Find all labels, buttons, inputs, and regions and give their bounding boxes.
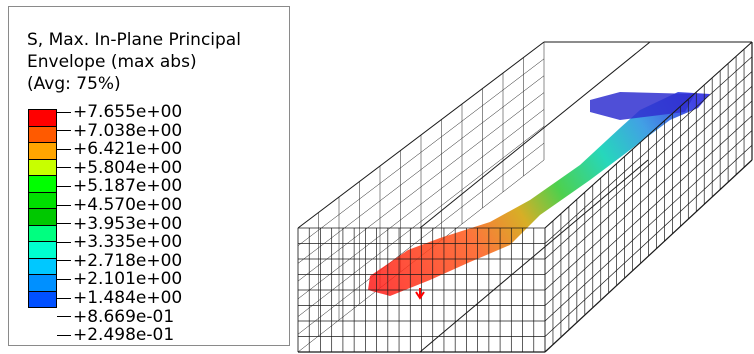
legend-swatch	[28, 125, 57, 143]
mesh-line	[544, 159, 753, 353]
legend-tick: +7.655e+00	[57, 103, 182, 121]
mesh-line	[544, 56, 753, 244]
legend-tick-label: +7.038e+00	[73, 120, 183, 141]
legend-tick-mark	[57, 167, 71, 169]
legend-tick: +2.718e+00	[57, 252, 182, 270]
mesh-back-faces	[297, 41, 545, 353]
legend-swatch	[28, 208, 57, 226]
legend-tick-mark	[57, 185, 71, 187]
legend-tick: +3.953e+00	[57, 215, 182, 233]
legend-tick: +7.038e+00	[57, 122, 182, 140]
mesh-line	[297, 58, 545, 246]
legend-title-line-2: Envelope (max abs)	[27, 52, 197, 72]
legend-swatch	[28, 142, 57, 160]
legend-swatch	[28, 109, 57, 127]
legend-tick-mark	[57, 334, 71, 336]
legend-tick: +3.335e+00	[57, 233, 182, 251]
mesh-line	[297, 92, 545, 282]
mesh-line	[297, 109, 545, 300]
legend-swatch	[28, 224, 57, 242]
legend-tick-mark	[57, 316, 71, 318]
legend-tick: +6.421e+00	[57, 140, 182, 158]
load-arrow-icon	[415, 288, 425, 300]
legend-tick-label: +8.669e-01	[73, 306, 175, 327]
stress-contour-blue-patch	[590, 92, 695, 120]
legend-tick: +1.484e+00	[57, 289, 182, 307]
legend-tick-mark	[57, 204, 71, 206]
legend-tick-label: +1.484e+00	[73, 288, 183, 308]
legend-tick-label: +4.570e+00	[73, 195, 183, 215]
legend-swatch	[28, 191, 57, 209]
legend-tick-label: +2.718e+00	[73, 250, 183, 271]
mesh-front-faces	[297, 41, 753, 353]
legend-tick-mark	[57, 278, 71, 280]
mesh-line	[544, 100, 753, 291]
legend-tick-label: +2.498e-01	[73, 325, 175, 346]
legend-panel: S, Max. In-Plane Principal Envelope (max…	[8, 6, 290, 346]
legend-tick: +2.101e+00	[57, 270, 182, 288]
legend-tick-label: +7.655e+00	[73, 102, 183, 122]
legend-tick: +5.804e+00	[57, 159, 182, 177]
legend-swatch	[28, 257, 57, 275]
legend-tick-label: +3.953e+00	[73, 213, 183, 234]
legend-tick-mark	[57, 297, 71, 299]
legend-title-line-1: S, Max. In-Plane Principal	[27, 30, 241, 50]
stress-contour-band	[368, 92, 710, 296]
legend-tick-label: +5.804e+00	[73, 157, 183, 178]
mesh-line	[297, 142, 545, 335]
legend-tick: +8.669e-01	[57, 308, 174, 326]
legend-tick: +5.187e+00	[57, 177, 182, 195]
mesh-line	[544, 41, 753, 229]
mesh-line	[544, 144, 753, 337]
legend-swatch	[28, 274, 57, 292]
mesh-line	[544, 130, 753, 322]
legend-tick-mark	[57, 223, 71, 225]
legend-tick-mark	[57, 111, 71, 113]
legend-color-bar	[28, 109, 57, 308]
mesh-line	[297, 41, 545, 229]
legend-tick-label: +2.101e+00	[73, 269, 183, 290]
mesh-line	[419, 159, 649, 353]
mesh-line	[297, 75, 545, 264]
legend-tick: +4.570e+00	[57, 196, 182, 214]
legend-tick: +2.498e-01	[57, 326, 174, 344]
mesh-line	[297, 126, 545, 317]
legend-tick-label: +3.335e+00	[73, 232, 183, 253]
mesh-line	[544, 85, 753, 275]
legend-tick-mark	[57, 148, 71, 150]
mesh-line	[544, 115, 753, 306]
legend-swatch	[28, 290, 57, 308]
legend-tick-mark	[57, 260, 71, 262]
legend-swatch	[28, 158, 57, 176]
legend-tick-mark	[57, 130, 71, 132]
legend-tick-label: +6.421e+00	[73, 139, 183, 160]
mesh-line	[419, 41, 651, 229]
legend-swatch	[28, 241, 57, 259]
legend-swatch	[28, 175, 57, 193]
legend-tick-mark	[57, 241, 71, 243]
legend-title-line-3: (Avg: 75%)	[27, 74, 121, 94]
legend-tick-label: +5.187e+00	[73, 176, 183, 197]
mesh-line	[544, 71, 753, 260]
fe-model-viewport[interactable]	[290, 0, 754, 354]
legend-title: S, Max. In-Plane Principal Envelope (max…	[27, 29, 241, 95]
